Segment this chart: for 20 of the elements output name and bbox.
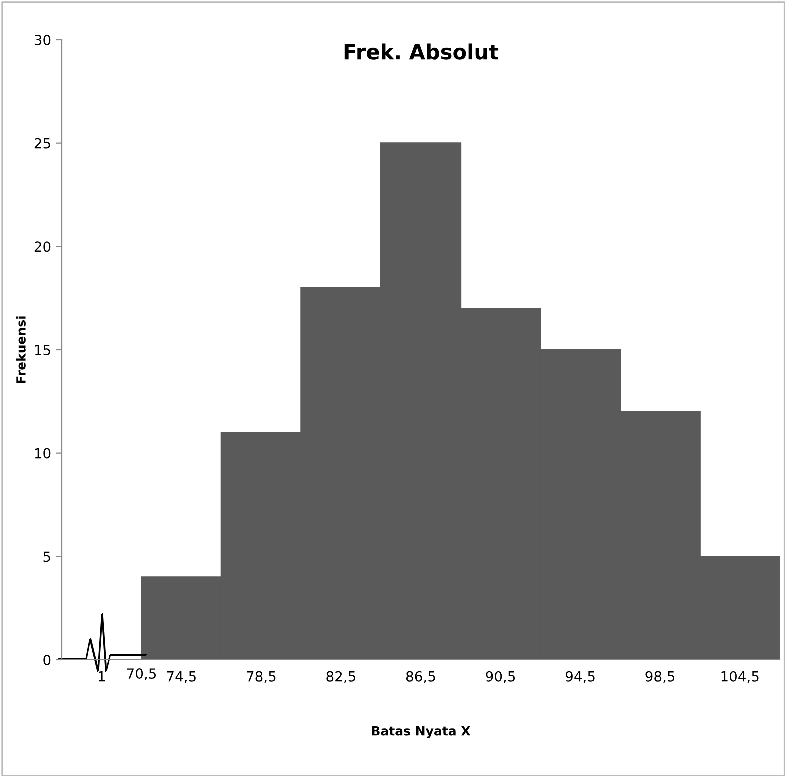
y-axis-title: Frekuensi bbox=[16, 316, 26, 384]
y-tick-label: 15 bbox=[35, 345, 50, 356]
x-tick-label: 98,5 bbox=[646, 671, 675, 684]
x-tick-label: 94,5 bbox=[566, 671, 595, 684]
x-tick-label: 1 bbox=[98, 672, 106, 682]
y-tick-label: 5 bbox=[44, 552, 50, 562]
x-tick-label: 82,5 bbox=[326, 671, 356, 684]
x-tick-label: 90,5 bbox=[486, 671, 516, 684]
x-axis-title: Batas Nyata X bbox=[372, 726, 471, 738]
x-tick-label: 104,5 bbox=[722, 671, 759, 684]
y-tick-label: 30 bbox=[34, 34, 51, 46]
text: 70,5 bbox=[127, 668, 156, 680]
chart-title: Frek. Absolut bbox=[344, 44, 499, 60]
x-tick-label: 86,5 bbox=[406, 671, 436, 684]
y-tick-label: 0 bbox=[44, 654, 51, 666]
x-tick-label: 78,5 bbox=[247, 671, 276, 684]
x-tick-label: 74,5 bbox=[167, 672, 196, 684]
y-tick-label: 25 bbox=[34, 138, 50, 149]
y-tick-label: 10 bbox=[35, 448, 51, 459]
y-tick-label: 20 bbox=[34, 242, 51, 252]
